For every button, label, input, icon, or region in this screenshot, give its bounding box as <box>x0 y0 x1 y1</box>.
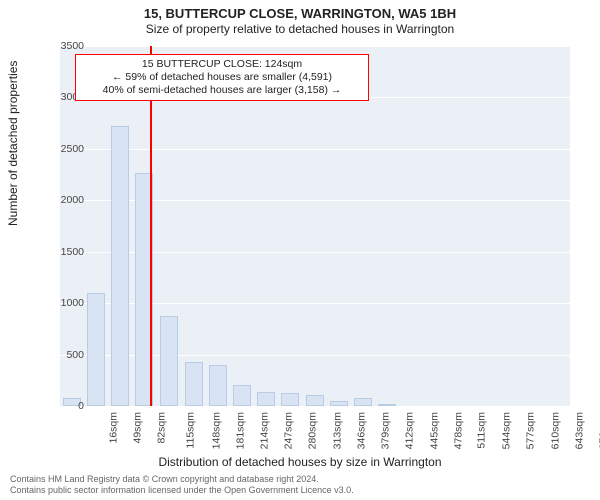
x-axis-label: Distribution of detached houses by size … <box>0 455 600 469</box>
y-tick-label: 2500 <box>44 143 84 155</box>
grid-line <box>60 149 570 150</box>
histogram-bar <box>306 395 324 406</box>
grid-line <box>60 46 570 47</box>
y-axis-label: Number of detached properties <box>6 61 20 226</box>
y-tick-label: 1500 <box>44 246 84 258</box>
x-tick-label: 478sqm <box>452 412 464 449</box>
histogram-bar <box>378 404 396 406</box>
info-line-1: 15 BUTTERCUP CLOSE: 124sqm <box>82 58 362 71</box>
x-tick-label: 511sqm <box>476 412 488 449</box>
x-tick-label: 544sqm <box>501 412 513 449</box>
y-tick-label: 0 <box>44 400 84 412</box>
x-tick-label: 16sqm <box>107 412 119 444</box>
x-tick-label: 643sqm <box>573 412 585 449</box>
footer-line-1: Contains HM Land Registry data © Crown c… <box>10 474 354 485</box>
y-tick-label: 500 <box>44 349 84 361</box>
info-box: 15 BUTTERCUP CLOSE: 124sqm ← 59% of deta… <box>75 54 369 101</box>
info-line-3: 40% of semi-detached houses are larger (… <box>82 84 362 97</box>
x-tick-label: 445sqm <box>428 412 440 449</box>
y-tick-label: 1000 <box>44 297 84 309</box>
histogram-bar <box>354 398 372 406</box>
footer: Contains HM Land Registry data © Crown c… <box>10 474 354 496</box>
x-tick-label: 82sqm <box>156 412 168 444</box>
x-tick-label: 214sqm <box>258 412 270 449</box>
grid-line <box>60 406 570 407</box>
histogram-bar <box>233 385 251 406</box>
chart-title: 15, BUTTERCUP CLOSE, WARRINGTON, WA5 1BH <box>0 6 600 21</box>
chart-subtitle: Size of property relative to detached ho… <box>0 22 600 36</box>
footer-line-2: Contains public sector information licen… <box>10 485 354 496</box>
histogram-bar <box>185 362 203 406</box>
x-tick-label: 280sqm <box>307 412 319 449</box>
x-tick-label: 49sqm <box>131 412 143 444</box>
y-tick-label: 2000 <box>44 194 84 206</box>
x-tick-label: 412sqm <box>404 412 416 449</box>
x-tick-label: 577sqm <box>525 412 537 449</box>
x-tick-label: 115sqm <box>185 412 197 449</box>
histogram-bar <box>87 293 105 406</box>
histogram-bar <box>257 392 275 406</box>
x-tick-label: 379sqm <box>379 412 391 449</box>
histogram-bar <box>209 365 227 406</box>
histogram-bar <box>330 401 348 406</box>
info-line-2: ← 59% of detached houses are smaller (4,… <box>82 71 362 84</box>
x-tick-label: 313sqm <box>331 412 343 449</box>
x-tick-label: 181sqm <box>234 412 246 449</box>
x-tick-label: 247sqm <box>283 412 295 449</box>
x-tick-label: 346sqm <box>355 412 367 449</box>
histogram-bar <box>281 393 299 406</box>
y-tick-label: 3500 <box>44 40 84 52</box>
titles-block: 15, BUTTERCUP CLOSE, WARRINGTON, WA5 1BH… <box>0 0 600 36</box>
x-tick-label: 610sqm <box>549 412 561 449</box>
chart-container: 15, BUTTERCUP CLOSE, WARRINGTON, WA5 1BH… <box>0 0 600 500</box>
x-tick-label: 148sqm <box>210 412 222 449</box>
histogram-bar <box>111 126 129 406</box>
histogram-bar <box>160 316 178 407</box>
